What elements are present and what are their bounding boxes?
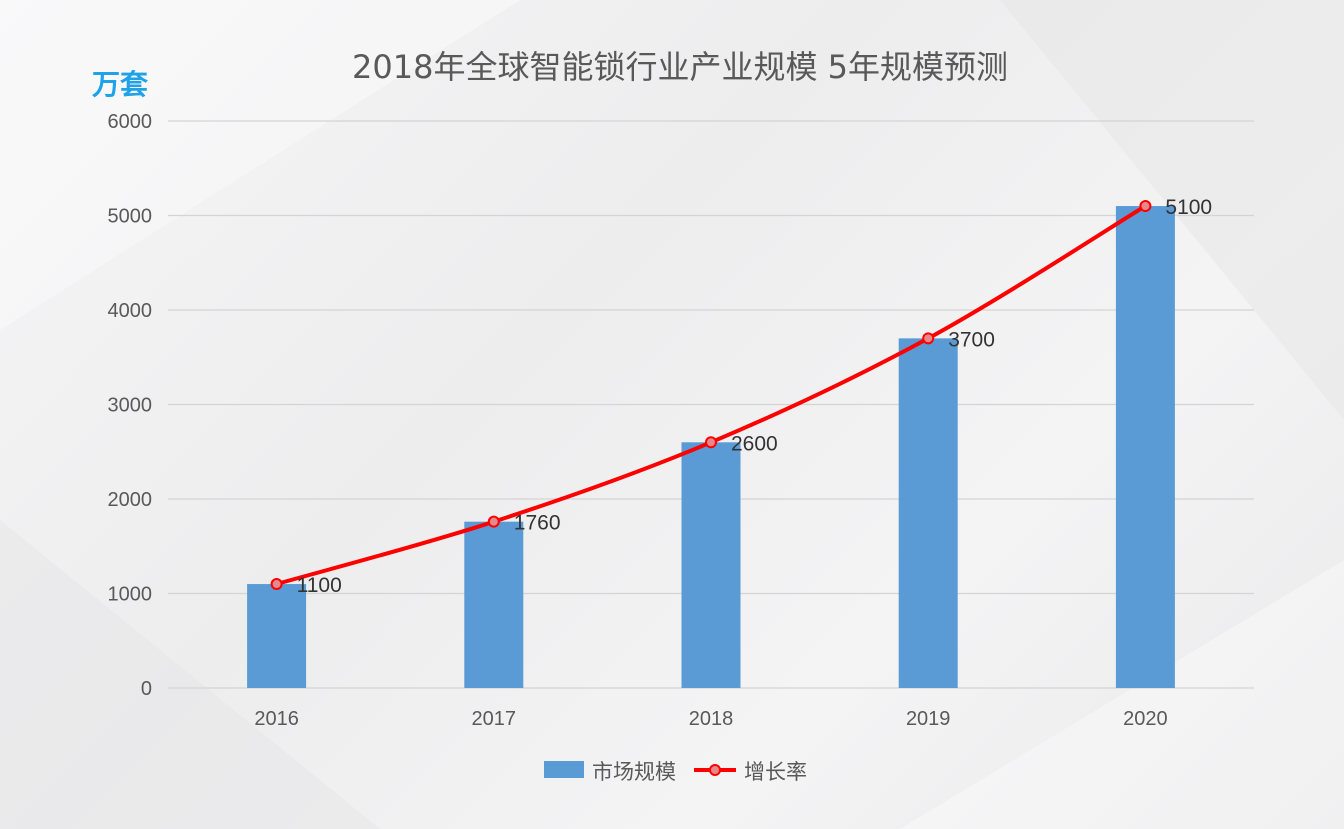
- growth-point-2019: [922, 332, 935, 345]
- y-tick-label-5000: 5000: [108, 206, 153, 228]
- bar-2018: [681, 442, 741, 688]
- gridlines: [168, 120, 1254, 689]
- bars: [247, 206, 1175, 689]
- x-tick-label-2018: 2018: [689, 708, 734, 730]
- growth-point-2016: [270, 578, 283, 591]
- data-label-2017: 1760: [514, 512, 561, 535]
- legend-label-line: 增长率: [744, 760, 807, 784]
- x-tick-label-2019: 2019: [906, 708, 951, 730]
- data-labels: 1100 1760 2600 3700 5100: [297, 196, 1213, 597]
- legend-label-bar: 市场规模: [592, 760, 676, 784]
- bar-2019: [898, 338, 958, 688]
- y-tick-label-4000: 4000: [108, 300, 153, 322]
- legend: 市场规模 增长率: [544, 760, 807, 784]
- x-tick-label-2016: 2016: [254, 708, 299, 730]
- data-label-2016: 1100: [297, 574, 342, 597]
- chart-title: 2018年全球智能锁行业产业规模 5年规模预测: [352, 48, 1008, 86]
- x-tick-label-2020: 2020: [1123, 708, 1168, 730]
- data-label-2019: 3700: [948, 328, 995, 351]
- growth-point-2018: [705, 436, 717, 449]
- unit-label: 万套: [92, 68, 149, 101]
- y-tick-label-3000: 3000: [108, 395, 153, 417]
- y-tick-label-6000: 6000: [108, 111, 153, 133]
- y-axis-ticks: 0 1000 2000 3000 4000 5000 6000: [108, 111, 153, 700]
- growth-line: [270, 200, 1152, 591]
- y-tick-label-1000: 1000: [108, 584, 153, 606]
- bar-2017: [464, 521, 524, 688]
- growth-point-2020: [1139, 200, 1152, 213]
- y-tick-label-0: 0: [141, 678, 152, 700]
- legend-line-marker: [709, 764, 721, 776]
- y-tick-label-2000: 2000: [108, 489, 153, 511]
- bar-2016: [247, 584, 307, 688]
- data-label-2020: 5100: [1165, 196, 1212, 219]
- bar-2020: [1115, 206, 1175, 689]
- x-axis-ticks: 2016 2017 2018 2019 2020: [254, 708, 1167, 730]
- growth-point-2017: [487, 515, 500, 528]
- x-tick-label-2017: 2017: [472, 708, 517, 730]
- data-label-2018: 2600: [731, 432, 778, 455]
- legend-bar-swatch: [544, 761, 584, 778]
